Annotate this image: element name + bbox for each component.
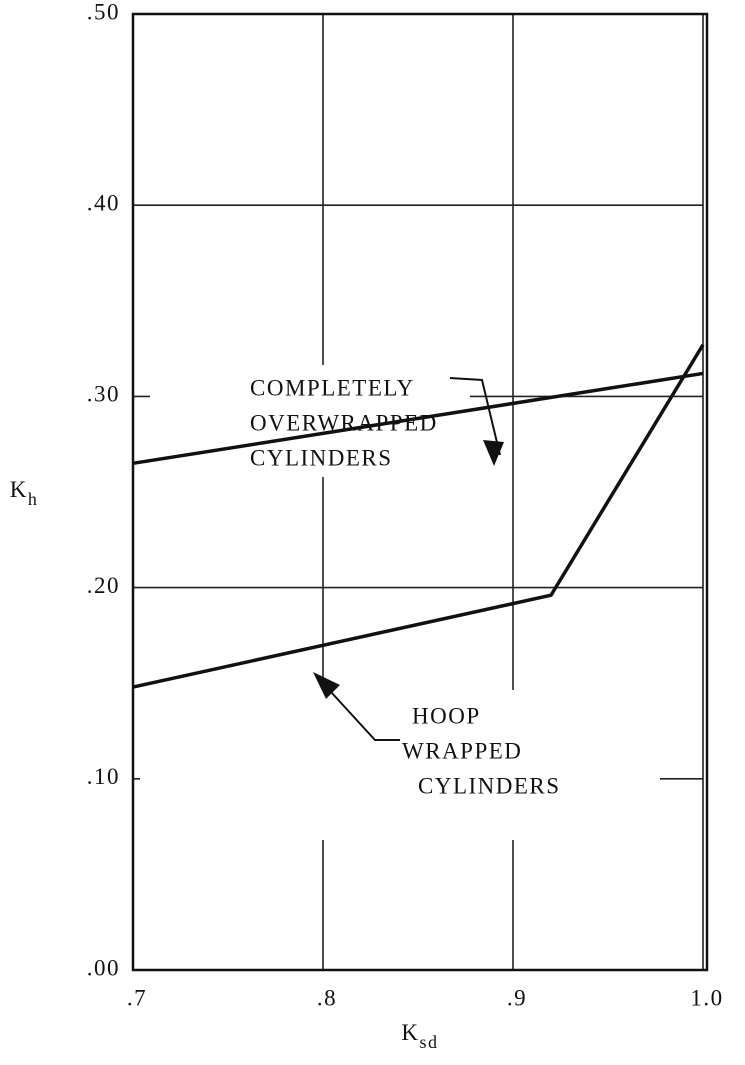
series-line <box>132 343 705 689</box>
arrow-line <box>449 377 501 456</box>
annotation-text: HOOP <box>412 703 481 728</box>
y-axis-label-main: K <box>10 477 28 502</box>
plot-frame <box>131 12 709 972</box>
x-tick-label: .7 <box>127 985 147 1010</box>
x-tick-label: .8 <box>317 985 337 1010</box>
arrow-head <box>313 672 340 699</box>
x-axis-label: Ksd <box>401 1020 438 1052</box>
y-tick-label: .00 <box>87 955 120 980</box>
annotation-text: CYLINDERS <box>250 445 393 470</box>
annotation-text: OVERWRAPPED <box>250 410 438 435</box>
annotation-text: COMPLETELY <box>250 375 415 400</box>
y-axis-label-sub: h <box>28 489 39 509</box>
annotation-text: CYLINDERS <box>418 773 561 798</box>
series-line <box>132 371 704 466</box>
y-tick-label: .30 <box>87 382 120 407</box>
y-tick-label: .20 <box>87 573 120 598</box>
y-tick-label: .50 <box>87 0 120 24</box>
annotation-text: WRAPPED <box>402 738 522 763</box>
y-tick-label: .40 <box>87 190 120 215</box>
y-tick-label: .10 <box>87 764 120 789</box>
y-axis-label: Kh <box>10 477 39 509</box>
arrow-line <box>319 679 400 741</box>
x-axis-label-sub: sd <box>420 1032 439 1052</box>
label-backdrop <box>140 690 660 840</box>
arrow-head <box>483 440 504 466</box>
x-tick-label: 1.0 <box>690 985 723 1010</box>
x-tick-label: .9 <box>507 985 527 1010</box>
label-backdrop <box>150 365 470 477</box>
x-axis-label-main: K <box>401 1020 419 1045</box>
